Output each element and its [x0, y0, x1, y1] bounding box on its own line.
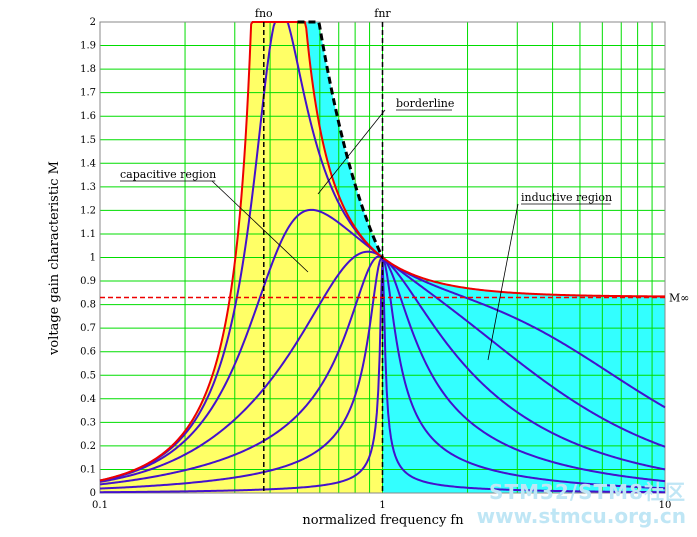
y-tick-label: 1.3	[80, 182, 96, 193]
annotations: capacitive region borderline inductive reg…	[120, 97, 612, 361]
x-axis-label: normalized frequency fn	[302, 513, 464, 528]
y-tick-label: 0.1	[80, 464, 96, 475]
y-tick-label: 0.5	[80, 370, 96, 381]
inductive-region-label: inductive region	[521, 191, 612, 204]
y-tick-label: 0.7	[80, 323, 96, 334]
y-tick-label: 1.5	[80, 135, 96, 146]
x-tick-label: 0.1	[92, 500, 108, 511]
y-tick-label: 1.1	[80, 229, 96, 240]
tick-labels: 00.10.20.30.40.50.60.70.80.911.11.21.31.…	[80, 17, 671, 511]
y-axis-label: voltage gain characteristic M	[47, 161, 62, 356]
y-tick-label: 2	[90, 17, 96, 28]
marker-lines: fno fnr M∞	[100, 7, 689, 493]
y-tick-label: 0	[90, 488, 96, 499]
y-tick-label: 1.9	[80, 41, 96, 52]
y-tick-label: 0.6	[80, 347, 96, 358]
borderline-curve	[297, 20, 384, 259]
y-tick-label: 0.4	[80, 394, 96, 405]
watermark-line-1: STM32/STM8社区	[489, 480, 686, 504]
y-tick-label: 1	[90, 253, 96, 264]
x-tick-label: 10	[659, 500, 672, 511]
marker-label-fno: fno	[255, 7, 273, 20]
y-tick-label: 1.4	[80, 158, 96, 169]
minf-label: M∞	[669, 292, 689, 305]
x-tick-label: 1	[379, 500, 385, 511]
inductive-region-leader	[487, 203, 519, 361]
borderline-leader	[317, 109, 386, 195]
y-tick-label: 0.9	[80, 276, 96, 287]
marker-label-fnr: fnr	[374, 7, 391, 20]
capacitive-region-label: capacitive region	[120, 168, 216, 181]
y-tick-label: 1.2	[80, 205, 96, 216]
y-tick-label: 0.3	[80, 417, 96, 428]
capacitive-region-leader	[211, 180, 309, 273]
y-tick-label: 1.7	[80, 88, 96, 99]
watermark-line-2: www.stmcu.org.cn	[477, 504, 686, 528]
y-tick-label: 0.8	[80, 300, 96, 311]
y-tick-label: 1.8	[80, 64, 96, 75]
borderline-label: borderline	[396, 97, 454, 110]
y-tick-label: 0.2	[80, 441, 96, 452]
y-tick-label: 1.6	[80, 111, 96, 122]
